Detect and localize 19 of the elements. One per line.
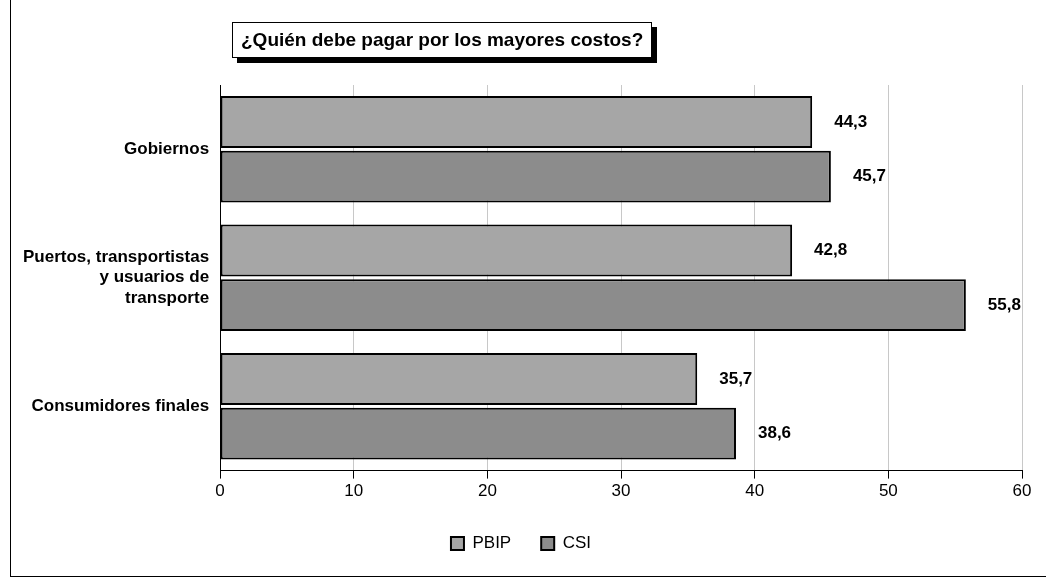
x-tick-label: 40 [745,481,765,501]
data-label: 45,7 [852,166,886,186]
x-tick-label: 10 [344,481,364,501]
data-label: 44,3 [834,111,868,131]
legend-label: CSI [562,533,592,553]
data-label: 35,7 [719,368,753,388]
x-tick-label: 30 [611,481,631,501]
y-tick-label: Consumidores finales [31,396,210,416]
data-label: 55,8 [987,294,1021,314]
x-tick-label: 50 [878,481,898,501]
data-label: 38,6 [757,423,792,443]
legend-label: PBIP [472,533,512,553]
y-tick-label: Puertos, transportistas y usuarios de transporte [22,247,210,307]
x-tick-label: 0 [215,481,225,501]
x-tick-label: 20 [477,481,497,501]
data-label: 42,8 [814,240,848,260]
chart-title: ¿Quién debe pagar por los mayores costos? [232,22,653,58]
y-tick-label: Gobiernos [124,138,210,158]
x-tick-label: 60 [1012,481,1032,501]
